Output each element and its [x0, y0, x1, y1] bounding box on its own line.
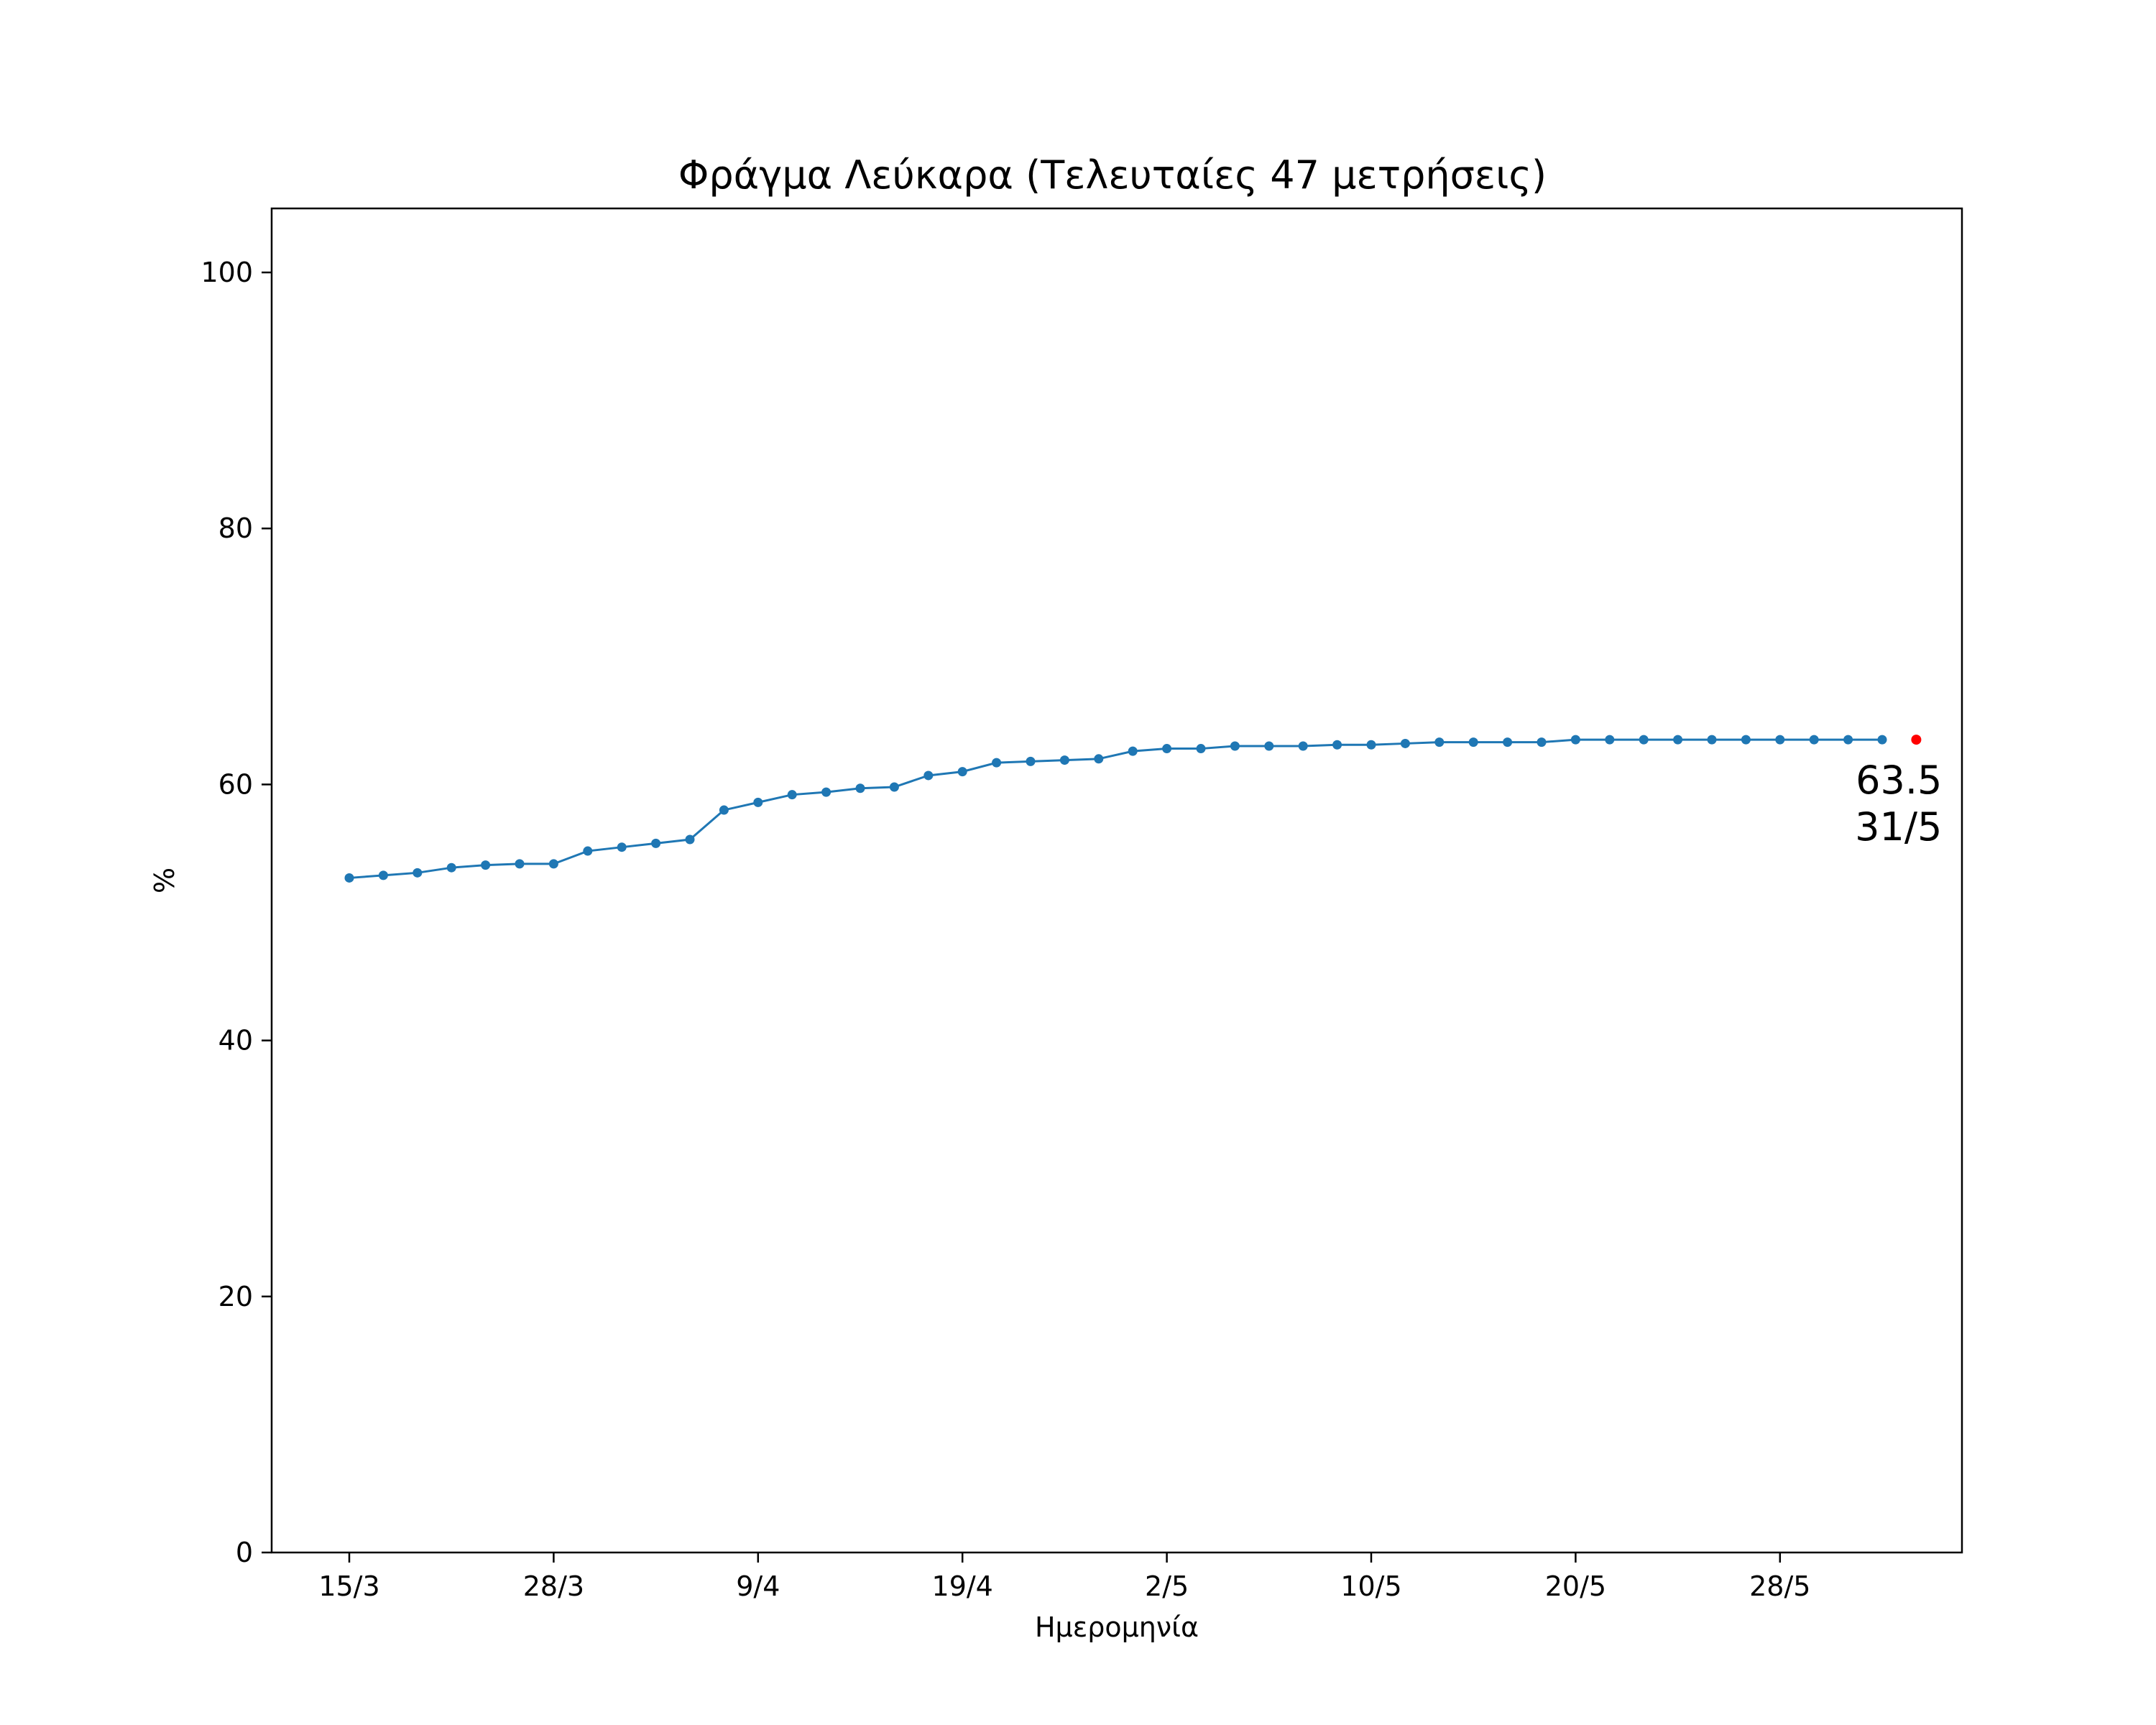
data-point	[617, 842, 627, 852]
data-point	[1707, 735, 1717, 745]
data-point	[413, 868, 423, 878]
data-point	[1298, 741, 1308, 751]
x-tick-label: 2/5	[1145, 1570, 1189, 1602]
plot-frame	[270, 207, 1963, 1554]
data-point	[1128, 746, 1138, 756]
data-point	[1468, 737, 1478, 748]
data-point	[1843, 735, 1853, 745]
data-point	[1537, 737, 1547, 748]
x-tick-label: 9/4	[736, 1570, 780, 1602]
data-point	[1503, 737, 1513, 748]
data-point	[855, 783, 865, 794]
last-data-point	[1911, 735, 1922, 745]
data-point	[719, 805, 729, 815]
data-point	[992, 758, 1002, 768]
data-point	[651, 838, 661, 848]
data-point	[1230, 741, 1240, 751]
data-point	[1366, 740, 1376, 750]
x-tick-label: 20/5	[1545, 1570, 1606, 1602]
data-point	[344, 873, 354, 883]
data-point	[923, 770, 934, 781]
y-tick-label: 60	[218, 768, 253, 800]
plot-area: 63.531/5	[344, 735, 1942, 883]
data-point	[1264, 741, 1274, 751]
data-point	[1877, 735, 1887, 745]
data-point	[1400, 738, 1410, 748]
x-tick-label: 28/3	[523, 1570, 584, 1602]
data-point	[446, 862, 456, 873]
data-point	[1639, 735, 1649, 745]
y-tick-label: 100	[201, 257, 253, 288]
data-point	[481, 860, 491, 870]
data-point	[515, 859, 525, 869]
data-point	[787, 790, 797, 800]
data-point	[583, 846, 593, 856]
last-date-label: 31/5	[1855, 804, 1942, 850]
data-point	[548, 859, 558, 869]
y-tick-label: 20	[218, 1281, 253, 1312]
data-point	[1605, 735, 1615, 745]
data-point	[957, 767, 967, 777]
data-point	[1570, 735, 1580, 745]
chart-title: Φράγμα Λεύκαρα (Τελευταίες 47 μετρήσεις)	[678, 152, 1547, 198]
data-point	[753, 797, 763, 807]
data-point	[889, 782, 899, 792]
x-tick-label: 28/5	[1749, 1570, 1810, 1602]
data-point	[1809, 735, 1819, 745]
data-point	[1434, 737, 1445, 748]
y-axis-label: %	[149, 868, 180, 893]
last-value-label: 63.5	[1856, 758, 1942, 803]
y-tick-label: 40	[218, 1025, 253, 1057]
data-point	[1196, 744, 1206, 754]
data-point	[821, 787, 831, 797]
y-tick-label: 80	[218, 512, 253, 544]
data-point	[1775, 735, 1785, 745]
data-point	[1094, 754, 1104, 764]
x-tick-label: 10/5	[1340, 1570, 1401, 1602]
series-line	[349, 738, 1882, 879]
data-point	[1673, 735, 1683, 745]
x-tick-label: 15/3	[318, 1570, 379, 1602]
data-point	[1741, 735, 1751, 745]
x-axis-label: Ημερομηνία	[1035, 1611, 1199, 1643]
data-point	[1059, 755, 1069, 765]
y-tick-label: 0	[236, 1537, 253, 1568]
x-tick-label: 19/4	[932, 1570, 993, 1602]
data-point	[1162, 744, 1172, 754]
data-point	[685, 834, 695, 845]
data-point	[1332, 740, 1342, 750]
data-point	[378, 870, 388, 880]
data-point	[1026, 756, 1036, 766]
